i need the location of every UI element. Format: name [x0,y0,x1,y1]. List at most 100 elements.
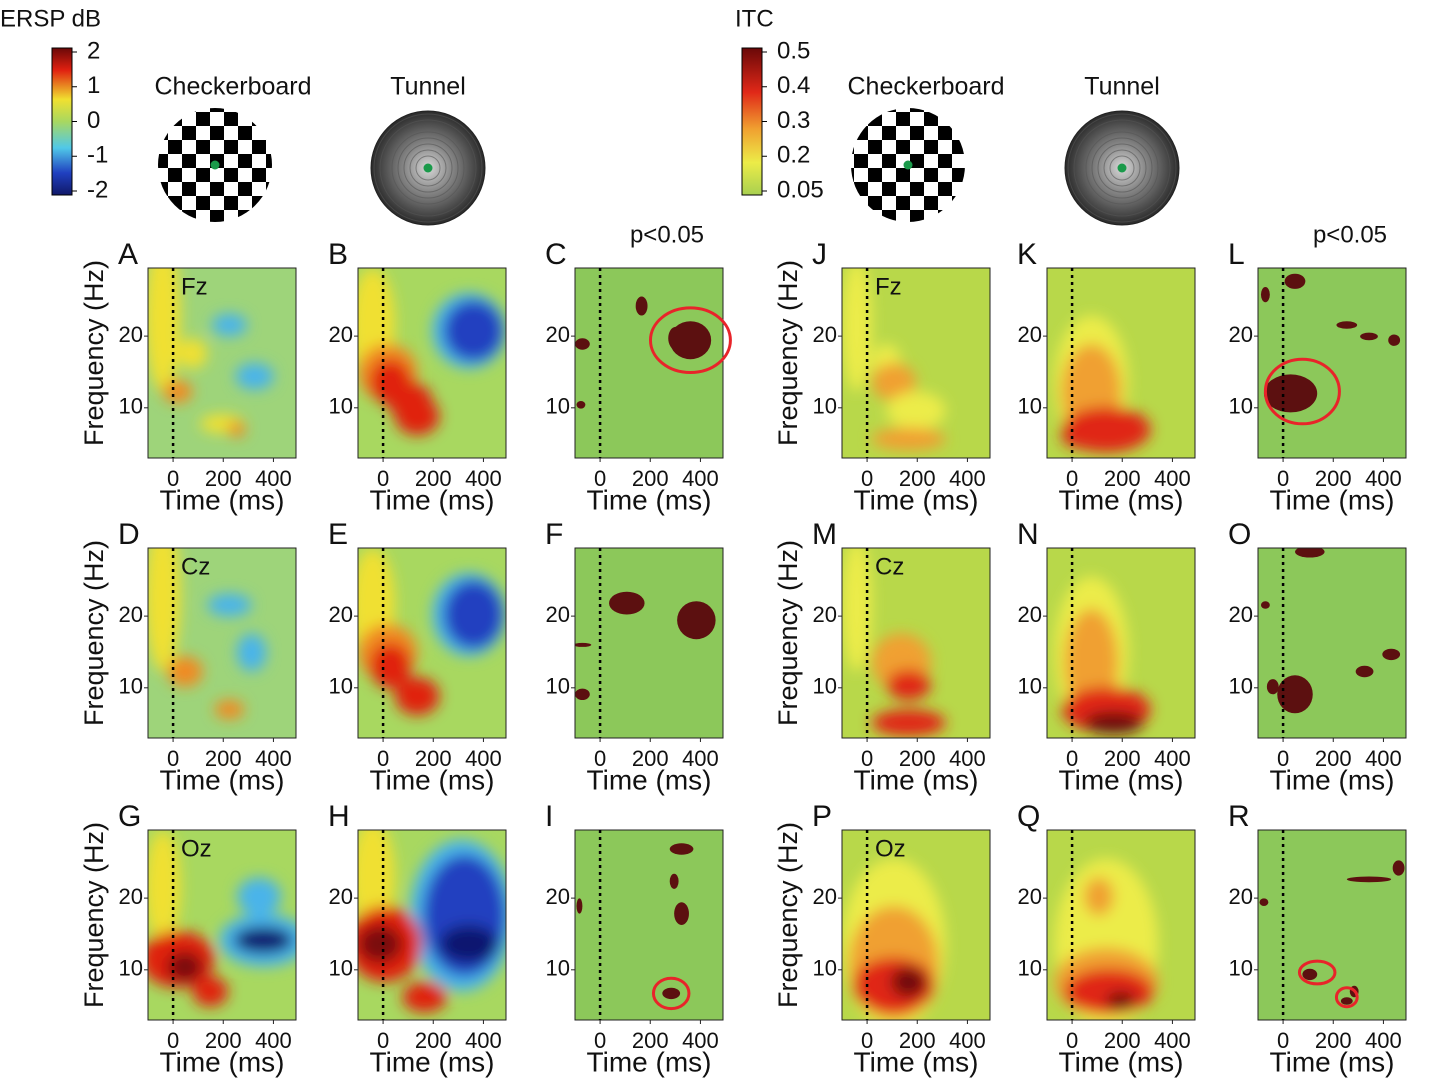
panel-letter: R [1228,800,1250,833]
y-tick-label: 10 [1018,956,1042,981]
significant-region [1388,335,1400,346]
significant-region [609,592,645,615]
colorbar-tick-label: 0.4 [777,72,810,99]
heatmap-background [1258,830,1406,1020]
colorbar-tick-label: 0.5 [777,37,810,64]
heatmap [348,821,514,1021]
heatmap [842,539,990,739]
heatmap [842,830,990,1030]
x-axis-label: Time (ms) [370,764,495,795]
heatmap-background [1258,268,1406,458]
x-axis-label: Time (ms) [160,484,285,515]
y-tick-label: 10 [1018,674,1042,699]
significant-region [1259,898,1268,906]
fixation-dot [424,164,433,173]
panel-letter: K [1017,238,1037,271]
x-axis-label: Time (ms) [160,764,285,795]
y-tick-label: 10 [1018,394,1042,419]
x-axis-label: Time (ms) [370,1046,495,1077]
panel-letter: H [328,800,350,833]
significant-region [576,898,582,913]
heatmap-blob [192,976,228,1006]
heatmap [1258,546,1406,738]
panel-title: p<0.05 [1313,221,1387,248]
colorbar-tick-label: 0.3 [777,107,810,134]
heatmap-blob [1065,969,1154,1015]
heatmap-background [1258,548,1406,738]
y-tick-label: 10 [546,956,570,981]
heatmap [351,268,506,458]
x-axis-label: Time (ms) [1059,484,1184,515]
electrode-label: Fz [875,273,902,300]
panel-letter: O [1228,518,1251,551]
significant-region [1382,649,1400,660]
y-tick-label: 20 [813,884,837,909]
heatmap-blob [444,580,503,648]
heatmap-background [575,548,723,738]
y-tick-label: 20 [119,602,143,627]
x-axis-label: Time (ms) [1270,484,1395,515]
heatmap-blob [444,300,503,361]
y-tick-label: 20 [1018,602,1042,627]
y-tick-label: 10 [813,956,837,981]
heatmap-blob [212,314,248,337]
y-tick-label: 20 [1229,322,1253,347]
panel-letter: M [812,518,837,551]
heatmap [141,830,308,1020]
colorbar-title: ERSP dB [0,5,101,32]
panel-letter: G [118,800,141,833]
x-axis-label: Time (ms) [854,484,979,515]
y-tick-label: 20 [1229,884,1253,909]
panel-letter: F [545,518,563,551]
y-tick-label: 20 [329,322,353,347]
electrode-label: Cz [181,553,210,580]
significant-region [1393,860,1405,875]
heatmap-blob [891,967,927,997]
heatmap [575,830,723,1020]
heatmap [351,548,506,738]
heatmap-blobs [842,859,946,1030]
y-tick-label: 10 [1229,956,1253,981]
x-axis-label: Time (ms) [1059,764,1184,795]
y-tick-label: 10 [119,674,143,699]
colorbar-tick-label: 1 [87,72,100,99]
y-axis-label: Frequency (Hz) [79,822,109,1008]
heatmap-blob [237,634,267,672]
y-tick-label: 20 [119,884,143,909]
x-axis-label: Time (ms) [160,1046,285,1077]
y-tick-label: 20 [1018,322,1042,347]
significant-region [1285,274,1306,289]
heatmap-blob [358,925,402,963]
electrode-label: Oz [875,835,906,862]
panel-letter: E [328,518,348,551]
electrode-label: Cz [875,553,904,580]
y-tick-label: 20 [329,602,353,627]
significant-region [1261,601,1270,609]
heatmap-blob [207,594,251,617]
significant-region [1360,333,1378,341]
heatmap-blob [145,830,181,944]
y-tick-label: 10 [1229,674,1253,699]
significant-region [1261,287,1270,302]
significant-region [668,327,683,350]
y-axis-label: Frequency (Hz) [79,540,109,726]
heatmap [1258,830,1406,1020]
x-axis-label: Time (ms) [587,484,712,515]
significant-region [1336,321,1357,329]
y-tick-label: 10 [119,394,143,419]
heatmap [842,259,990,459]
colorbar-tick-label: 0.2 [777,142,810,169]
heatmap-blob [395,677,439,715]
colorbar-tick-label: -1 [87,142,108,169]
stimulus-label: Checkerboard [847,73,1004,101]
heatmap [1047,548,1195,738]
y-tick-label: 20 [546,602,570,627]
electrode-label: Oz [181,835,212,862]
heatmap [1047,830,1195,1030]
fixation-dot [211,161,220,170]
colorbar-tick-label: 0.05 [777,176,824,203]
heatmap-blob [402,982,446,1012]
y-tick-label: 10 [813,394,837,419]
panel-letter: D [118,518,140,551]
heatmap [575,268,723,458]
